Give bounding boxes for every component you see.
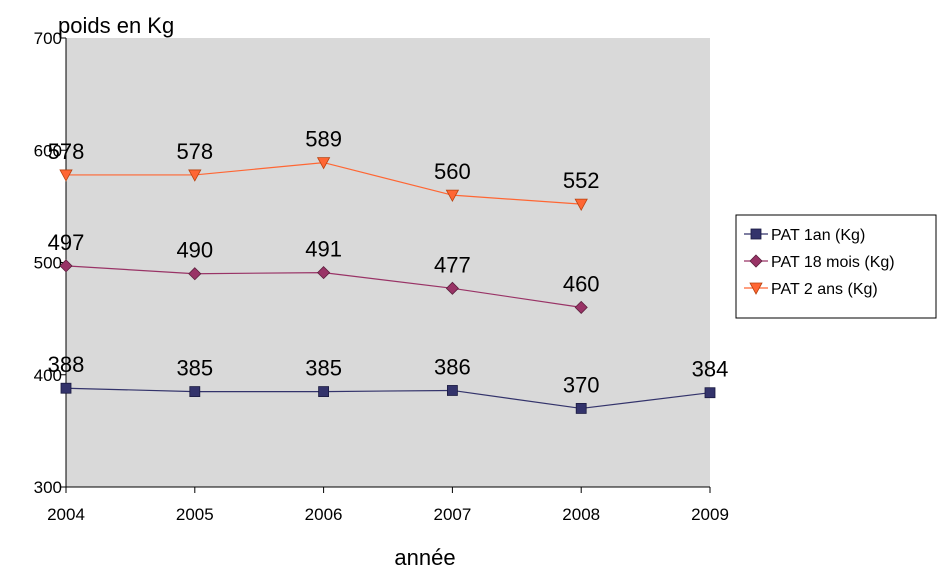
data-point [188,267,202,281]
data-label: 491 [305,237,342,262]
data-point [188,169,202,182]
data-label: 552 [563,168,600,193]
data-point [59,169,73,182]
data-point [60,382,72,394]
legend-box [735,214,937,319]
data-label: 560 [434,159,471,184]
data-label: 477 [434,252,471,277]
x-tick-label: 2004 [47,505,85,524]
data-point [575,403,587,414]
data-point [446,385,458,396]
data-label: 386 [434,354,471,379]
y-tick-label: 700 [34,29,62,48]
axes: 300 400 500 600 700 2004 2005 2006 2007 2008 2009 [34,29,729,524]
y-tick-label: 300 [34,478,62,497]
data-point [750,228,762,240]
data-point [316,157,331,170]
y-axis-title: poids en Kg [58,13,174,38]
x-axis-title: année [394,545,455,570]
data-label: 578 [48,139,85,164]
data-labels: 388 385 385 386 370 384 497 490 491 477 460 578 578 5… [48,127,729,398]
legend-label: PAT 18 mois (Kg) [771,254,895,271]
y-tick-label: 400 [34,366,62,385]
x-tick-label: 2007 [433,505,471,524]
data-label: 388 [48,352,85,377]
plot-area [66,38,710,487]
data-label: 490 [176,238,213,263]
data-point [574,198,588,211]
data-label: 578 [176,139,213,164]
data-label: 384 [692,357,729,382]
legend-label: PAT 2 ans (Kg) [771,281,878,298]
y-tick-label: 600 [34,141,62,160]
data-point [749,254,763,268]
data-label: 497 [48,230,85,255]
data-point [59,259,73,273]
y-tick-label: 500 [34,254,62,273]
data-point [749,282,763,295]
data-point [318,386,330,397]
data-point [445,189,460,202]
data-label: 460 [563,271,600,296]
data-point [317,266,331,280]
x-tick-label: 2008 [562,505,600,524]
x-tick-label: 2006 [305,505,343,524]
series-layer [59,157,716,414]
data-label: 385 [176,356,213,381]
data-label: 370 [563,372,600,397]
legend: PAT 1an (Kg) PAT 18 mois (Kg) PAT 2 ans (K… [735,214,937,319]
x-tick-label: 2009 [691,505,729,524]
data-point [445,281,459,295]
x-tick-label: 2005 [176,505,214,524]
data-label: 385 [305,356,342,381]
data-point [574,300,588,314]
data-point [704,387,716,399]
data-point [189,386,201,397]
series-line-1 [65,387,711,410]
legend-label: PAT 1an (Kg) [771,227,865,244]
data-label: 589 [305,127,342,152]
